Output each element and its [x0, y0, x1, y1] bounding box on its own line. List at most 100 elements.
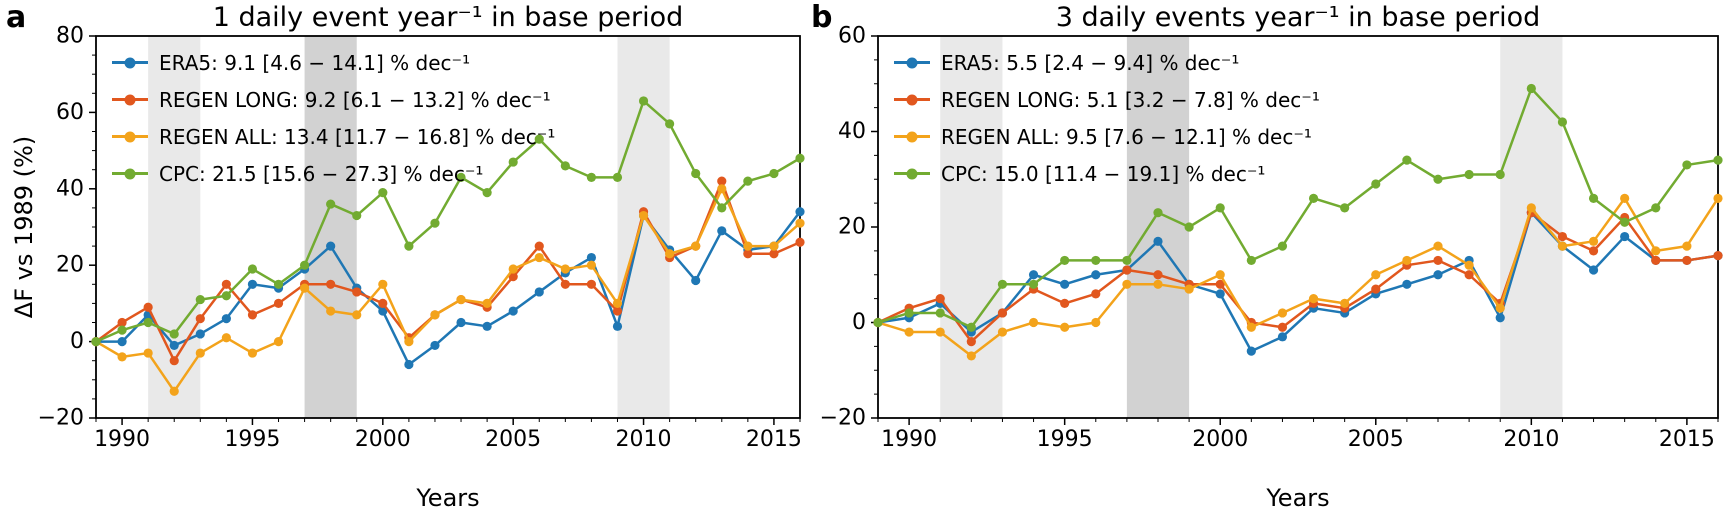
series-marker-regen-long — [717, 176, 727, 186]
series-marker-era5 — [247, 279, 258, 289]
series-marker-regen-all — [482, 298, 492, 308]
panel-b-letter: b — [811, 0, 833, 35]
series-marker-cpc — [997, 279, 1008, 289]
legend-marker-icon — [894, 56, 930, 70]
panel-a-letter: a — [6, 0, 27, 35]
series-marker-regen-long — [534, 241, 544, 251]
legend-item-regen-all: REGEN ALL: 13.4 [11.7 − 16.8] % dec⁻¹ — [112, 118, 555, 155]
x-tick-label: 1995 — [224, 427, 280, 452]
x-tick-label: 2000 — [355, 427, 411, 452]
series-marker-regen-long — [1277, 322, 1288, 332]
series-marker-regen-all — [743, 241, 753, 251]
legend-marker-icon — [894, 130, 930, 144]
x-tick-label: 1990 — [94, 427, 150, 452]
panel-b-title: 3 daily events year⁻¹ in base period — [1055, 2, 1541, 33]
series-marker-cpc — [326, 199, 336, 209]
series-marker-regen-all — [430, 310, 440, 320]
plot-frame — [877, 35, 1719, 419]
series-marker-regen-all — [1651, 246, 1661, 256]
series-marker-regen-all — [143, 348, 153, 358]
legend-item-regen-long: REGEN LONG: 5.1 [3.2 − 7.8] % dec⁻¹ — [894, 81, 1320, 118]
series-marker-era5 — [1028, 270, 1039, 280]
legend-marker-icon — [112, 93, 148, 107]
series-marker-era5 — [1153, 236, 1163, 246]
series-marker-cpc — [1588, 193, 1599, 203]
x-tick-label: 2005 — [1348, 427, 1404, 452]
series-marker-cpc — [221, 291, 231, 301]
series-marker-cpc — [1308, 193, 1319, 203]
series-marker-cpc — [1433, 174, 1443, 184]
series-marker-era5 — [691, 275, 701, 286]
series-marker-cpc — [1340, 203, 1350, 213]
series-marker-regen-long — [1557, 231, 1568, 242]
series-marker-regen-long — [508, 272, 518, 282]
series-marker-regen-all — [1340, 298, 1350, 308]
series-line-regen-all — [876, 197, 1720, 358]
series-marker-era5 — [221, 314, 231, 324]
series-line-era5 — [876, 211, 1720, 353]
series-line-cpc — [94, 99, 802, 343]
series-marker-regen-all — [195, 348, 205, 358]
series-marker-regen-all — [273, 337, 284, 347]
series-marker-regen-all — [1620, 193, 1630, 203]
series-marker-cpc — [195, 294, 205, 305]
y-tick-label: 20 — [56, 253, 84, 278]
series-marker-regen-all — [1371, 270, 1381, 280]
series-marker-era5 — [117, 337, 127, 347]
series-marker-cpc — [1402, 155, 1412, 165]
series-marker-era5 — [508, 306, 518, 316]
series-marker-cpc — [1495, 169, 1505, 180]
x-tick-label: 1995 — [1037, 427, 1093, 452]
highlight-band — [617, 36, 670, 418]
highlight-band — [1500, 36, 1563, 418]
series-marker-era5 — [1060, 279, 1070, 289]
series-marker-regen-long — [352, 287, 362, 297]
series-marker-regen-all — [1277, 308, 1288, 318]
legend-marker-icon — [112, 56, 148, 70]
series-marker-cpc — [1028, 279, 1039, 289]
series-marker-regen-all — [1682, 241, 1692, 251]
series-marker-regen-long — [169, 356, 179, 366]
series-marker-cpc — [795, 153, 805, 163]
series-marker-cpc — [769, 168, 779, 179]
series-marker-era5 — [430, 340, 440, 351]
series-marker-era5 — [169, 340, 179, 351]
series-marker-regen-all — [717, 184, 727, 194]
series-marker-regen-long — [560, 279, 570, 289]
y-tick-label: 0 — [852, 310, 866, 335]
series-marker-regen-long — [1091, 289, 1101, 299]
legend-item-era5: ERA5: 5.5 [2.4 − 9.4] % dec⁻¹ — [894, 44, 1320, 81]
series-marker-cpc — [1651, 203, 1661, 213]
y-tick-label: 20 — [838, 215, 866, 240]
x-tick-label: 1990 — [881, 427, 937, 452]
panel-b-x-axis-label: Years — [1266, 484, 1330, 512]
series-marker-era5 — [482, 321, 492, 331]
series-marker-era5 — [612, 321, 623, 331]
series-marker-regen-long — [1060, 298, 1070, 308]
series-marker-regen-long — [1464, 270, 1474, 280]
series-marker-cpc — [1277, 241, 1288, 251]
legend-label: ERA5: 5.5 [2.4 − 9.4] % dec⁻¹ — [941, 50, 1240, 75]
series-marker-cpc — [1713, 155, 1723, 165]
series-marker-regen-long — [326, 279, 336, 289]
y-tick-label: −20 — [820, 406, 866, 431]
series-line-era5 — [94, 210, 802, 366]
y-tick-label: 60 — [838, 24, 866, 49]
series-marker-era5 — [1495, 313, 1505, 323]
series-marker-cpc — [352, 210, 362, 221]
series-marker-regen-all — [1526, 203, 1536, 213]
series-marker-cpc — [430, 218, 440, 228]
series-marker-regen-all — [378, 279, 388, 289]
series-marker-era5 — [795, 207, 805, 217]
series-marker-regen-all — [1215, 270, 1225, 280]
series-marker-regen-all — [169, 386, 179, 396]
series-marker-regen-all — [560, 264, 570, 274]
series-marker-regen-long — [1371, 284, 1381, 294]
series-marker-regen-long — [612, 306, 623, 316]
series-marker-regen-long — [795, 237, 805, 247]
series-marker-cpc — [1557, 117, 1568, 127]
series-marker-regen-long — [247, 310, 258, 320]
series-marker-cpc — [638, 96, 649, 106]
